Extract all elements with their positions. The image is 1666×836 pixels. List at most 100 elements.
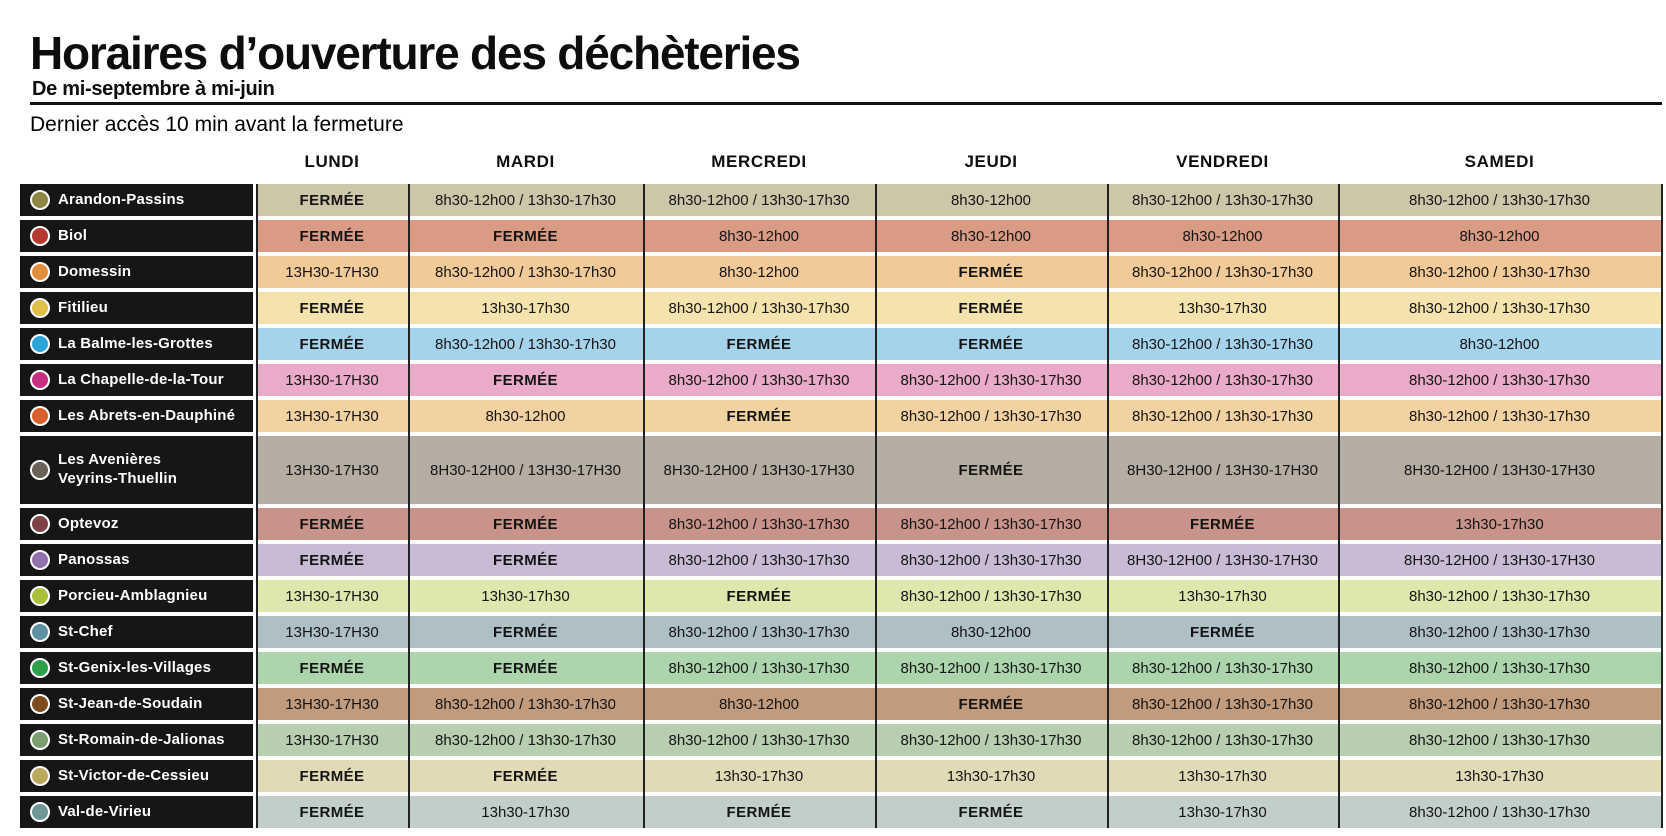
hours-cell-mercredi: 8h30-12h00 / 13h30-17h30 bbox=[668, 623, 850, 641]
table-row: Domessin 13H30-17H30 8h30-12h00 / 13h30-17… bbox=[20, 256, 1663, 288]
commune-color-dot-icon bbox=[30, 334, 50, 354]
day-header-vendredi: VENDREDI bbox=[1176, 152, 1269, 171]
commune-label: St-Jean-de-Soudain bbox=[20, 688, 253, 720]
day-header-row: LUNDI MARDI MERCREDI JEUDI VENDREDI SAMEDI bbox=[20, 152, 1663, 178]
hours-cell-mercredi: 8H30-12H00 / 13H30-17H30 bbox=[663, 461, 855, 479]
hours-cell-jeudi: 8h30-12h00 / 13h30-17h30 bbox=[900, 731, 1082, 749]
hours-cell-samedi: 8H30-12H00 / 13H30-17H30 bbox=[1404, 461, 1595, 479]
day-header-mardi: MARDI bbox=[496, 152, 555, 171]
commune-name: St-Genix-les-Villages bbox=[58, 658, 212, 676]
hours-cell-mercredi: 8h30-12h00 / 13h30-17h30 bbox=[668, 515, 850, 533]
day-header-jeudi: JEUDI bbox=[964, 152, 1018, 171]
hours-cell-vendredi: 13h30-17h30 bbox=[1178, 299, 1267, 317]
hours-cell-jeudi: FERMÉE bbox=[958, 461, 1024, 479]
commune-name: Panossas bbox=[58, 550, 130, 568]
day-header-samedi: SAMEDI bbox=[1464, 152, 1535, 171]
hours-cell-vendredi: 8h30-12h00 / 13h30-17h30 bbox=[1132, 263, 1313, 281]
commune-label: St-Genix-les-Villages bbox=[20, 652, 253, 684]
hours-cell-lundi: 13H30-17H30 bbox=[285, 695, 379, 713]
row-color-strip bbox=[256, 292, 1661, 324]
commune-label: Val-de-Virieu bbox=[20, 796, 253, 828]
hours-cell-vendredi: 8h30-12h00 / 13h30-17h30 bbox=[1132, 407, 1313, 425]
commune-name: St-Romain-de-Jalionas bbox=[58, 730, 225, 748]
table-row: St-Romain-de-Jalionas 13H30-17H30 8h30-12h… bbox=[20, 724, 1663, 756]
row-color-strip bbox=[256, 184, 1661, 216]
hours-cell-lundi: FERMÉE bbox=[299, 299, 365, 317]
row-color-strip bbox=[256, 760, 1661, 792]
commune-color-dot-icon bbox=[30, 262, 50, 282]
hours-cell-jeudi: 8h30-12h00 / 13h30-17h30 bbox=[900, 551, 1082, 569]
commune-label: La Balme-les-Grottes bbox=[20, 328, 253, 360]
hours-cell-vendredi: 13h30-17h30 bbox=[1178, 803, 1267, 821]
commune-color-dot-icon bbox=[30, 406, 50, 426]
table-row: St-Victor-de-Cessieu FERMÉE FERMÉE 13h30-17… bbox=[20, 760, 1663, 792]
hours-cell-samedi: 8h30-12h00 / 13h30-17h30 bbox=[1409, 731, 1590, 749]
hours-cell-lundi: 13H30-17H30 bbox=[285, 587, 379, 605]
commune-label: Domessin bbox=[20, 256, 253, 288]
commune-color-dot-icon bbox=[30, 190, 50, 210]
hours-cell-samedi: 8h30-12h00 / 13h30-17h30 bbox=[1409, 803, 1590, 821]
hours-cell-samedi: 8h30-12h00 / 13h30-17h30 bbox=[1409, 299, 1590, 317]
commune-color-dot-icon bbox=[30, 586, 50, 606]
hours-cell-mardi: FERMÉE bbox=[493, 767, 558, 785]
table-row: La Chapelle-de-la-Tour 13H30-17H30 FERMÉE 8… bbox=[20, 364, 1663, 396]
hours-cell-lundi: FERMÉE bbox=[299, 335, 365, 353]
hours-cell-samedi: 8h30-12h00 / 13h30-17h30 bbox=[1409, 371, 1590, 389]
hours-cell-mercredi: 8h30-12h00 bbox=[718, 263, 800, 281]
hours-cell-samedi: 8h30-12h00 / 13h30-17h30 bbox=[1409, 407, 1590, 425]
hours-cell-jeudi: FERMÉE bbox=[958, 695, 1024, 713]
commune-color-dot-icon bbox=[30, 802, 50, 822]
commune-name: St-Chef bbox=[58, 622, 113, 640]
hours-cell-vendredi: 8h30-12h00 / 13h30-17h30 bbox=[1132, 731, 1313, 749]
day-header-mercredi: MERCREDI bbox=[711, 152, 807, 171]
row-color-strip bbox=[256, 220, 1661, 252]
hours-cell-vendredi: 13h30-17h30 bbox=[1178, 587, 1267, 605]
commune-label: Biol bbox=[20, 220, 253, 252]
hours-cell-vendredi: 8h30-12h00 bbox=[1182, 227, 1263, 245]
hours-cell-mardi: FERMÉE bbox=[493, 371, 558, 389]
page-title: Horaires d’ouverture des déchèteries bbox=[30, 27, 801, 79]
hours-cell-mercredi: 8h30-12h00 bbox=[718, 227, 800, 245]
hours-cell-mercredi: 8h30-12h00 / 13h30-17h30 bbox=[668, 551, 850, 569]
hours-cell-mardi: FERMÉE bbox=[493, 551, 558, 569]
commune-color-dot-icon bbox=[30, 226, 50, 246]
hours-cell-vendredi: 8h30-12h00 / 13h30-17h30 bbox=[1132, 191, 1313, 209]
hours-cell-mercredi: 8h30-12h00 / 13h30-17h30 bbox=[668, 731, 850, 749]
hours-cell-jeudi: 8h30-12h00 / 13h30-17h30 bbox=[900, 407, 1082, 425]
hours-cell-vendredi: 13h30-17h30 bbox=[1178, 767, 1267, 785]
hours-cell-mardi: 8h30-12h00 / 13h30-17h30 bbox=[435, 695, 616, 713]
row-color-strip bbox=[256, 436, 1661, 504]
hours-cell-samedi: 8h30-12h00 / 13h30-17h30 bbox=[1409, 623, 1590, 641]
access-note: Dernier accès 10 min avant la fermeture bbox=[30, 113, 404, 136]
table-row: Panossas FERMÉE FERMÉE 8h30-12h00 / 13h30-1… bbox=[20, 544, 1663, 576]
commune-name: St-Victor-de-Cessieu bbox=[58, 766, 210, 784]
hours-cell-mercredi: FERMÉE bbox=[726, 587, 792, 605]
hours-cell-mardi: 8h30-12h00 / 13h30-17h30 bbox=[435, 191, 616, 209]
hours-cell-samedi: 8h30-12h00 bbox=[1459, 227, 1540, 245]
day-header-lundi: LUNDI bbox=[304, 152, 360, 171]
commune-label: Fitilieu bbox=[20, 292, 253, 324]
commune-name: Les Abrets-en-Dauphiné bbox=[58, 406, 236, 424]
hours-cell-jeudi: 8h30-12h00 / 13h30-17h30 bbox=[900, 515, 1082, 533]
hours-cell-mardi: 8h30-12h00 / 13h30-17h30 bbox=[435, 335, 616, 353]
hours-cell-mercredi: 8h30-12h00 / 13h30-17h30 bbox=[668, 659, 850, 677]
row-color-strip bbox=[256, 544, 1661, 576]
hours-cell-jeudi: FERMÉE bbox=[958, 299, 1024, 317]
commune-label: St-Victor-de-Cessieu bbox=[20, 760, 253, 792]
hours-cell-mercredi: FERMÉE bbox=[726, 335, 792, 353]
table-row: Fitilieu FERMÉE 13h30-17h30 8h30-12h00 / 13… bbox=[20, 292, 1663, 324]
hours-cell-samedi: 8h30-12h00 / 13h30-17h30 bbox=[1409, 587, 1590, 605]
hours-cell-lundi: FERMÉE bbox=[299, 515, 365, 533]
commune-name: Val-de-Virieu bbox=[58, 802, 152, 820]
hours-cell-mercredi: FERMÉE bbox=[726, 407, 792, 425]
hours-cell-mardi: 8h30-12h00 bbox=[485, 407, 566, 425]
row-color-strip bbox=[256, 688, 1661, 720]
table-row: Arandon-Passins FERMÉE 8h30-12h00 / 13h30-… bbox=[20, 184, 1663, 216]
commune-name: Biol bbox=[58, 226, 88, 244]
table-row: St-Jean-de-Soudain 13H30-17H30 8h30-12h00 … bbox=[20, 688, 1663, 720]
commune-name: St-Jean-de-Soudain bbox=[58, 694, 203, 712]
commune-label: Porcieu-Amblagnieu bbox=[20, 580, 253, 612]
hours-cell-vendredi: 8H30-12H00 / 13H30-17H30 bbox=[1127, 461, 1318, 479]
table-row: Biol FERMÉE FERMÉE 8h30-12h00 8h30-12h00 8h30… bbox=[20, 220, 1663, 252]
commune-name: Porcieu-Amblagnieu bbox=[58, 586, 208, 604]
